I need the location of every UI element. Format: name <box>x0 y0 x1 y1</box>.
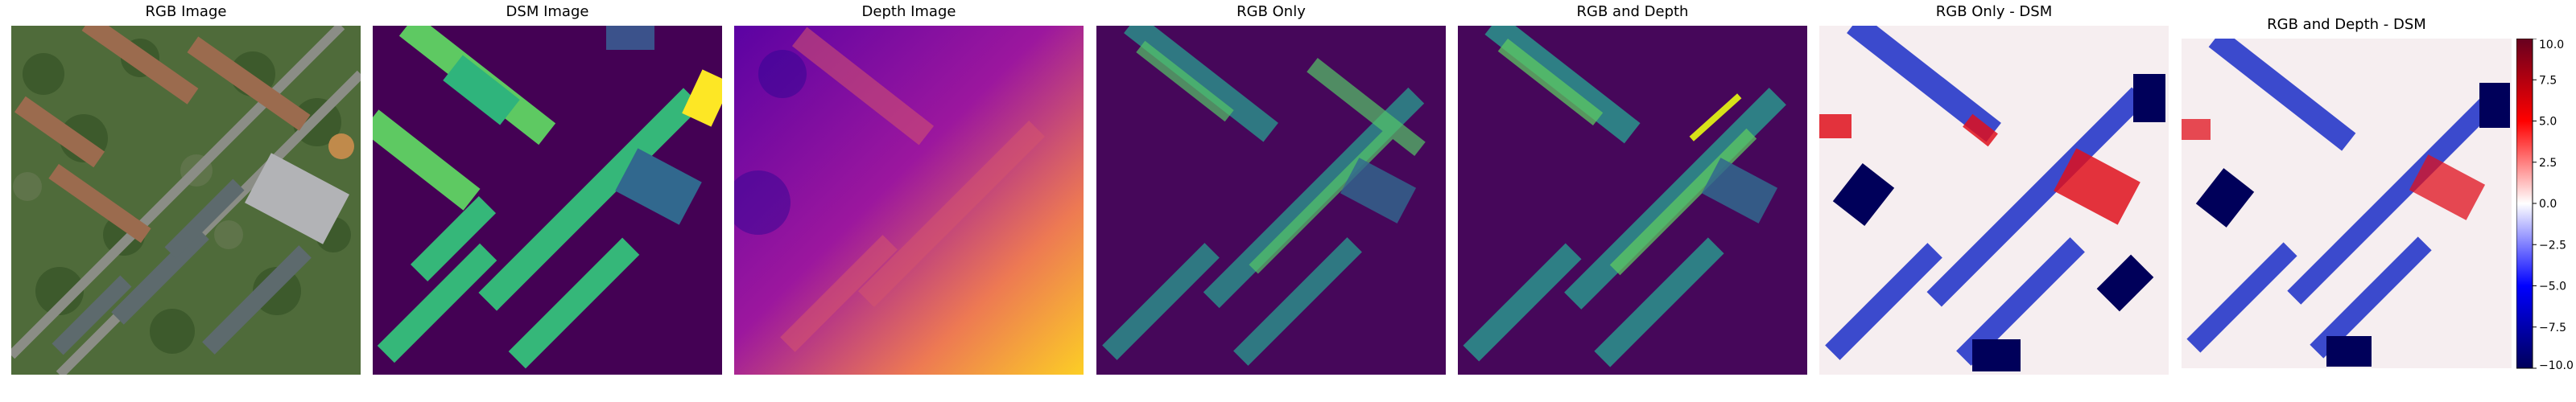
panel-title: DSM Image <box>506 3 589 20</box>
colorbar-tick-label: 0.0 <box>2539 198 2557 211</box>
panel-title: RGB and Depth - DSM <box>2267 16 2426 33</box>
panel-title: RGB Image <box>145 3 227 20</box>
colorbar-gradient <box>2516 39 2533 369</box>
prediction-rgb-and-depth <box>1458 26 1807 375</box>
colorbar-tick-label: 5.0 <box>2539 116 2557 129</box>
panel-title: Depth Image <box>861 3 956 20</box>
difference-rgb-only <box>1819 26 2169 375</box>
panel-title: RGB and Depth <box>1576 3 1689 20</box>
rgb-aerial-image <box>11 26 361 375</box>
dsm-image <box>373 26 722 375</box>
depth-image <box>734 26 1084 375</box>
colorbar-tick-label: −5.0 <box>2539 281 2566 293</box>
colorbar-tick-label: 2.5 <box>2539 157 2557 170</box>
colorbar-tick-label: 10.0 <box>2539 39 2564 51</box>
colorbar-tick-label: 7.5 <box>2539 74 2557 87</box>
colorbar-ticks: 10.0 7.5 5.0 2.5 0.0 −2.5 −5.0 −7.5 −10.0 <box>2533 39 2573 370</box>
difference-rgb-and-depth <box>2182 39 2512 368</box>
prediction-rgb-only <box>1096 26 1446 375</box>
colorbar-tick-label: −10.0 <box>2539 359 2573 370</box>
panel-title: RGB Only <box>1236 3 1306 20</box>
colorbar-tick-label: −7.5 <box>2539 322 2566 334</box>
colorbar-tick-label: −2.5 <box>2539 239 2566 252</box>
panel-title: RGB Only - DSM <box>1935 3 2053 20</box>
